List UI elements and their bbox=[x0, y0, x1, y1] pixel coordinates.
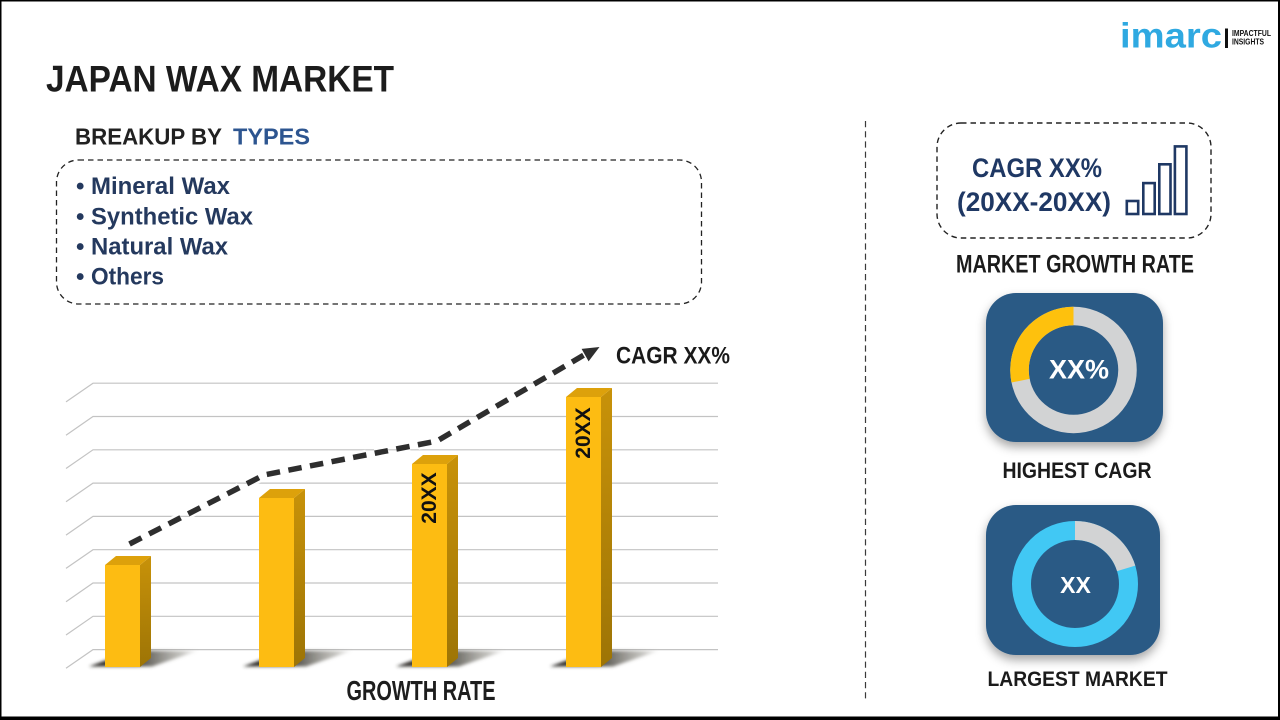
svg-text:INSIGHTS: INSIGHTS bbox=[1232, 37, 1265, 46]
svg-text:20XX: 20XX bbox=[572, 407, 595, 458]
svg-text:CAGR XX%: CAGR XX% bbox=[972, 153, 1102, 183]
svg-text:MARKET GROWTH RATE: MARKET GROWTH RATE bbox=[956, 251, 1194, 279]
svg-text:Mineral Wax: Mineral Wax bbox=[91, 173, 231, 200]
svg-text:•: • bbox=[76, 204, 84, 231]
svg-text:Others: Others bbox=[91, 264, 164, 291]
svg-text:HIGHEST CAGR: HIGHEST CAGR bbox=[1003, 458, 1152, 483]
svg-text:XX%: XX% bbox=[1049, 355, 1109, 385]
svg-text:BREAKUP BY: BREAKUP BY bbox=[75, 124, 222, 150]
svg-text:Natural Wax: Natural Wax bbox=[91, 234, 229, 261]
svg-text:CAGR XX%: CAGR XX% bbox=[616, 343, 730, 370]
svg-text:XX: XX bbox=[1060, 572, 1091, 598]
svg-text:Synthetic Wax: Synthetic Wax bbox=[91, 204, 254, 231]
svg-text:(20XX-20XX): (20XX-20XX) bbox=[957, 187, 1111, 217]
svg-text:TYPES: TYPES bbox=[233, 124, 310, 150]
svg-text:LARGEST MARKET: LARGEST MARKET bbox=[988, 668, 1168, 691]
svg-text:imarc: imarc bbox=[1120, 16, 1222, 56]
svg-text:•: • bbox=[76, 234, 84, 261]
svg-text:IMPACTFUL: IMPACTFUL bbox=[1232, 29, 1271, 38]
svg-text:GROWTH RATE: GROWTH RATE bbox=[347, 675, 496, 706]
svg-text:20XX: 20XX bbox=[418, 472, 441, 523]
svg-text:•: • bbox=[76, 264, 84, 291]
svg-text:•: • bbox=[76, 173, 84, 200]
svg-text:JAPAN WAX MARKET: JAPAN WAX MARKET bbox=[46, 58, 394, 100]
